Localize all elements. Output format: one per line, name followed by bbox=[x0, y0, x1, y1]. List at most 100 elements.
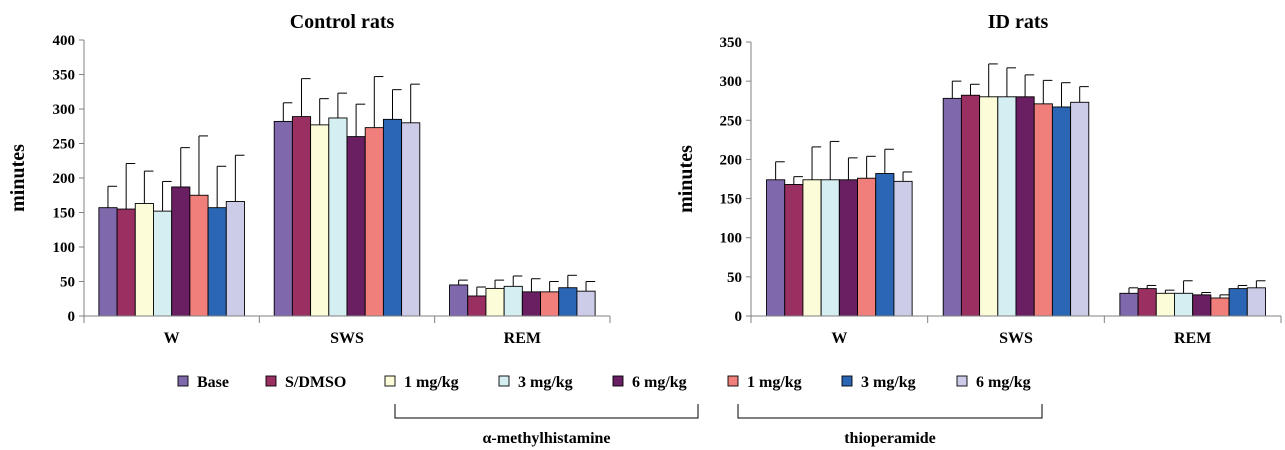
bar-sws-1-mg-kg-5 bbox=[364, 127, 384, 317]
bar-w-3-mg-kg-3 bbox=[820, 179, 840, 317]
bar-w-3-mg-kg-3 bbox=[153, 210, 173, 317]
bar-rem-1-mg-kg-5 bbox=[540, 291, 560, 317]
legend-swatch-3 bbox=[498, 375, 510, 387]
bar-w-3-mg-kg-6 bbox=[875, 173, 895, 317]
bar-rem-3-mg-kg-6 bbox=[1228, 288, 1248, 317]
bar-sws-3-mg-kg-3 bbox=[997, 96, 1017, 317]
bar-rem-s-dmso-1 bbox=[467, 295, 487, 317]
legend-label-s-dmso: S/DMSO bbox=[285, 374, 346, 391]
bar-rem-1-mg-kg-5 bbox=[1210, 297, 1230, 317]
bar-w-base-0 bbox=[98, 207, 118, 317]
y-tick-label: 250 bbox=[53, 137, 76, 153]
bar-rem-3-mg-kg-3 bbox=[1174, 292, 1194, 317]
bar-sws-s-dmso-1 bbox=[291, 116, 312, 317]
y-tick-label: 150 bbox=[53, 206, 76, 222]
legend-label-6-mg-kg: 6 mg/kg bbox=[976, 374, 1031, 391]
legend-swatch-2 bbox=[384, 375, 396, 387]
bar-rem-base-0 bbox=[1119, 292, 1139, 317]
chart-id-rats: ID rats minutes 0 50 100 150 200 250 300 350 W SWS R… bbox=[675, 11, 1282, 347]
y-tick-label: 50 bbox=[60, 275, 75, 291]
legend-group-label: thioperamide bbox=[844, 430, 936, 447]
bar-sws-3-mg-kg-6 bbox=[1051, 106, 1072, 317]
x-category-label: SWS bbox=[330, 330, 364, 347]
bar-rem-6-mg-kg-7 bbox=[576, 290, 596, 317]
y-tick-label: 0 bbox=[735, 309, 743, 325]
legend-label-3-mg-kg: 3 mg/kg bbox=[518, 374, 573, 391]
y-tick-label: 300 bbox=[720, 74, 743, 90]
bar-w-s-dmso-1 bbox=[116, 208, 136, 317]
bar-w-base-0 bbox=[766, 179, 786, 317]
y-axis-label: minutes bbox=[7, 144, 29, 212]
legend-label-1-mg-kg: 1 mg/kg bbox=[404, 374, 459, 391]
bar-w-6-mg-kg-7 bbox=[893, 180, 913, 317]
y-tick-label: 150 bbox=[720, 192, 743, 208]
bar-w-s-dmso-1 bbox=[784, 184, 804, 317]
x-category-label: W bbox=[164, 330, 180, 347]
legend-group-bracket bbox=[394, 404, 699, 419]
bar-w-1-mg-kg-5 bbox=[189, 194, 209, 317]
x-category-label: W bbox=[831, 330, 847, 347]
legend-group-label: α-methylhistamine bbox=[482, 430, 610, 447]
legend-group-bracket bbox=[737, 404, 1043, 419]
legend-swatch-1 bbox=[265, 375, 277, 387]
bar-sws-base-0 bbox=[942, 97, 962, 317]
y-tick-label: 400 bbox=[53, 33, 76, 49]
bar-w-6-mg-kg-4 bbox=[171, 186, 191, 317]
bar-w-1-mg-kg-5 bbox=[857, 177, 877, 317]
x-category-label: REM bbox=[1174, 330, 1211, 347]
y-tick-label: 200 bbox=[53, 171, 76, 187]
bar-sws-3-mg-kg-3 bbox=[328, 117, 348, 317]
y-tick-label: 100 bbox=[53, 240, 76, 256]
bar-rem-3-mg-kg-3 bbox=[503, 285, 523, 317]
y-tick-label: 50 bbox=[727, 270, 742, 286]
bar-rem-1-mg-kg-2 bbox=[485, 287, 505, 317]
bar-w-3-mg-kg-6 bbox=[207, 207, 227, 317]
bar-sws-base-0 bbox=[273, 120, 293, 317]
chart-control-rats: Control rats minutes 0 50 100 150 200 250 300 350… bbox=[7, 11, 611, 347]
legend-label-3-mg-kg: 3 mg/kg bbox=[861, 374, 916, 391]
y-tick-label: 300 bbox=[53, 102, 76, 118]
bar-w-6-mg-kg-7 bbox=[225, 201, 245, 317]
bar-sws-1-mg-kg-5 bbox=[1033, 103, 1053, 317]
bar-sws-1-mg-kg-2 bbox=[310, 124, 330, 317]
legend-label-1-mg-kg: 1 mg/kg bbox=[747, 374, 802, 391]
bar-rem-base-0 bbox=[449, 284, 469, 317]
bar-sws-s-dmso-1 bbox=[960, 94, 981, 317]
bar-sws-1-mg-kg-2 bbox=[979, 96, 999, 317]
legend-swatch-5 bbox=[727, 375, 739, 387]
y-tick-label: 350 bbox=[53, 68, 76, 84]
legend-swatch-7 bbox=[956, 375, 968, 387]
bar-sws-6-mg-kg-4 bbox=[1015, 96, 1035, 317]
bar-sws-3-mg-kg-6 bbox=[382, 118, 403, 317]
chart-title: ID rats bbox=[988, 11, 1049, 33]
bar-rem-6-mg-kg-4 bbox=[1192, 294, 1212, 317]
legend-swatch-0 bbox=[177, 375, 189, 387]
y-axis-label: minutes bbox=[675, 145, 697, 213]
bar-rem-1-mg-kg-2 bbox=[1155, 292, 1175, 317]
x-category-label: REM bbox=[504, 330, 541, 347]
bar-rem-3-mg-kg-6 bbox=[558, 287, 578, 317]
legend-label-6-mg-kg: 6 mg/kg bbox=[632, 374, 687, 391]
y-tick-label: 250 bbox=[720, 113, 743, 129]
bar-w-1-mg-kg-2 bbox=[134, 203, 154, 317]
bar-rem-6-mg-kg-4 bbox=[521, 291, 541, 317]
y-tick-label: 0 bbox=[68, 309, 76, 325]
y-tick-label: 350 bbox=[720, 35, 743, 51]
y-tick-label: 100 bbox=[720, 231, 743, 247]
y-tick-label: 200 bbox=[720, 152, 743, 168]
legend-swatch-4 bbox=[612, 375, 624, 387]
bar-sws-6-mg-kg-7 bbox=[401, 122, 421, 317]
legend-label-base: Base bbox=[197, 374, 229, 391]
bar-sws-6-mg-kg-4 bbox=[346, 136, 366, 317]
bar-w-6-mg-kg-4 bbox=[838, 179, 858, 317]
chart-title: Control rats bbox=[290, 11, 395, 33]
bar-rem-6-mg-kg-7 bbox=[1246, 287, 1266, 317]
legend: Base S/DMSO 1 mg/kg 3 mg/kg 6 mg/kg 1 mg/kg 3 … bbox=[177, 374, 1043, 447]
x-category-label: SWS bbox=[999, 330, 1033, 347]
legend-swatch-6 bbox=[841, 375, 853, 387]
bar-w-1-mg-kg-2 bbox=[802, 179, 822, 317]
bar-rem-s-dmso-1 bbox=[1137, 288, 1157, 317]
bar-sws-6-mg-kg-7 bbox=[1070, 101, 1090, 317]
